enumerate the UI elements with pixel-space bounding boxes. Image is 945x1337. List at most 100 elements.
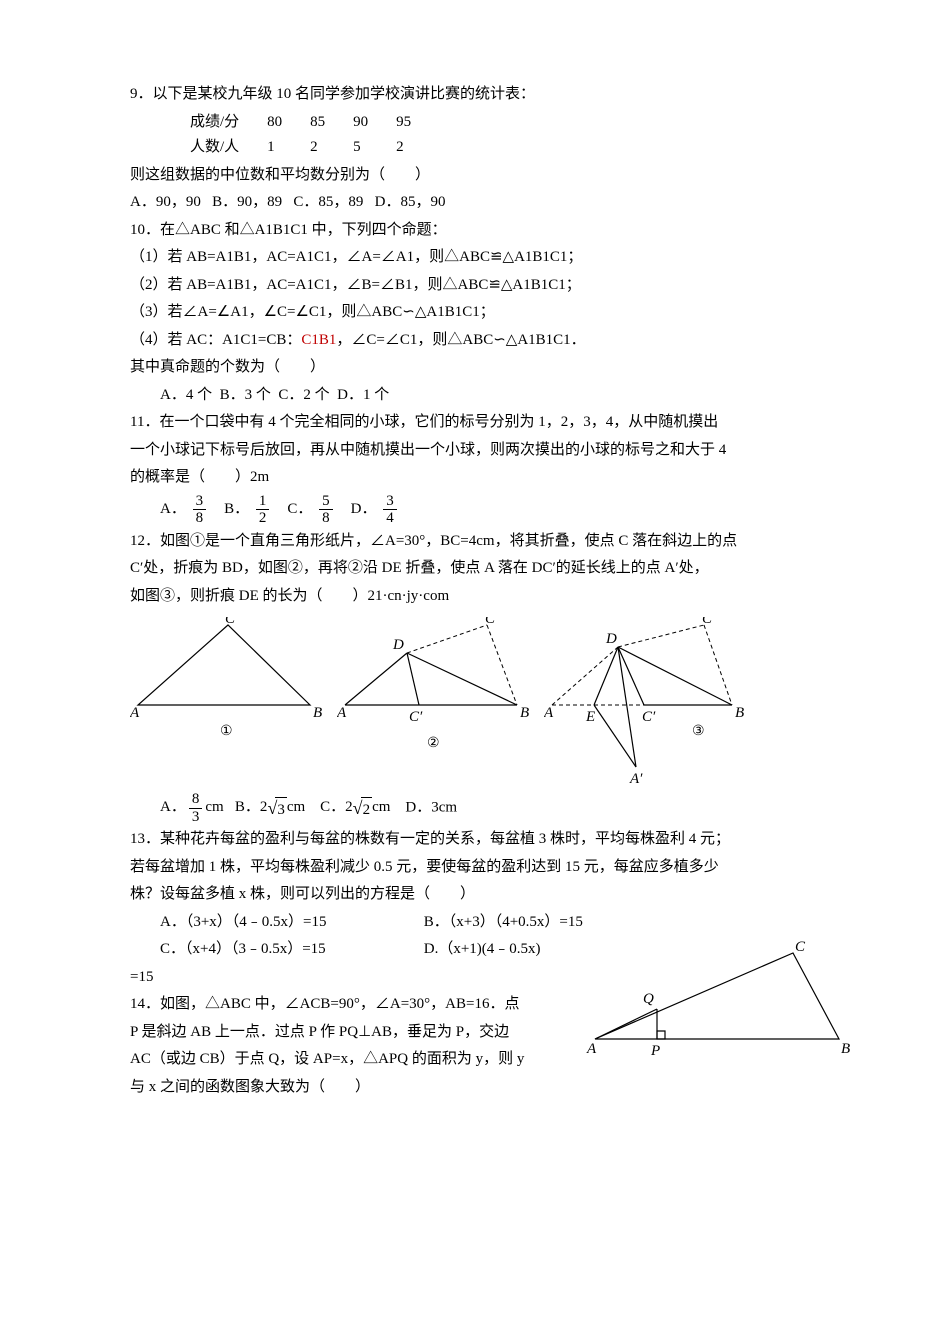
fraction: 38 [193, 493, 207, 527]
q9-opt-b: B．90，89 [212, 194, 282, 210]
q12-options: A．83cm B．2√3cm C．2√2cm D．3cm [130, 791, 855, 825]
unit: cm [287, 799, 305, 815]
frac-num: 3 [193, 493, 207, 510]
svg-text:③: ③ [692, 724, 705, 739]
q11-line-2: 一个小球记下标号后放回，再从中随机摸出一个小球，则两次摸出的小球的标号之和大于 … [130, 438, 855, 464]
cell: 90 [353, 110, 396, 136]
q10-item4-red: C1B1 [301, 332, 336, 348]
svg-text:C: C [795, 941, 806, 955]
q12-opt-b: B．2√3cm [235, 799, 309, 815]
svg-text:B: B [841, 1041, 850, 1057]
frac-num: 3 [383, 493, 397, 510]
q13-opt-a: A．（3+x）（4﹣0.5x）=15 [160, 910, 420, 936]
frac-den: 8 [319, 509, 333, 527]
q13-line-2: 若每盆增加 1 株，平均每株盈利减少 0.5 元，要使每盆的盈利达到 15 元，… [130, 855, 855, 881]
svg-text:C: C [225, 617, 236, 627]
q13-options-1: A．（3+x）（4﹣0.5x）=15 B．（x+3）（4+0.5x）=15 [130, 910, 855, 936]
q9-stats-table: 成绩/分 80 85 90 95 人数/人 1 2 5 2 [190, 110, 439, 161]
option-label: C． [287, 501, 312, 517]
frac-num: 1 [256, 493, 270, 510]
svg-text:B: B [735, 705, 744, 721]
table-row: 人数/人 1 2 5 2 [190, 135, 439, 161]
q10-tail: 其中真命题的个数为（ ） [130, 355, 855, 381]
cell: 80 [267, 110, 310, 136]
q13-opt-c: C．（x+4）（3﹣0.5x）=15 [160, 937, 420, 963]
option-label: D． [351, 501, 377, 517]
cell: 2 [396, 135, 439, 161]
cell: 1 [267, 135, 310, 161]
q11-opt-a: A． 38 [160, 501, 213, 517]
q12-figure-3: A B C D E C′ A′ ③ [544, 617, 754, 787]
svg-text:A: A [130, 705, 140, 721]
q10-opt-c: C．2 个 [278, 387, 329, 403]
q12-opt-c: C．2√2cm [320, 799, 394, 815]
unit: cm [372, 799, 390, 815]
fraction: 58 [319, 493, 333, 527]
svg-text:C′: C′ [642, 709, 656, 725]
svg-text:C: C [485, 617, 496, 627]
q9-prompt-1: 9．以下是某校九年级 10 名同学参加学校演讲比赛的统计表： [130, 82, 855, 108]
q10-prompt: 10．在△ABC 和△A1B1C1 中，下列四个命题： [130, 218, 855, 244]
svg-text:B: B [520, 705, 529, 721]
svg-text:②: ② [427, 736, 440, 751]
q10-item-1: （1）若 AB=A1B1，AC=A1C1，∠A=∠A1，则△ABC≌△A1B1C… [130, 245, 855, 271]
frac-num: 8 [189, 791, 203, 808]
unit: cm [205, 799, 223, 815]
q9-options: A．90，90 B．90，89 C．85，89 D．85，90 [130, 190, 855, 216]
q13-opt-d: D.（x+1)(4﹣0.5x) [424, 941, 541, 957]
q14-block: A B C P Q C．（x+4）（3﹣0.5x）=15 D.（x+1)(4﹣0… [130, 937, 855, 1102]
q14-line-4: 与 x 之间的函数图象大致为（ ） [130, 1075, 855, 1101]
frac-den: 4 [383, 509, 397, 527]
sqrt-body: 2 [361, 797, 373, 824]
svg-text:A: A [544, 705, 554, 721]
svg-text:C: C [702, 617, 713, 627]
q12-figure-1: A B C ① [130, 617, 325, 747]
q12-opt-a: A．83cm [160, 799, 227, 815]
q10-item-2: （2）若 AB=A1B1，AC=A1C1，∠B=∠B1，则△ABC≌△A1B1C… [130, 273, 855, 299]
q12-figure-2: 责 A B C D C′ ② [337, 617, 532, 767]
fraction: 83 [189, 791, 203, 825]
q10-options: A．4 个 B．3 个 C．2 个 D．1 个 [130, 383, 855, 409]
q9-opt-c: C．85，89 [293, 194, 363, 210]
sqrt-body: 3 [275, 797, 287, 824]
q11-opt-b: B． 12 [224, 501, 276, 517]
cell: 人数/人 [190, 135, 267, 161]
q9-prompt-2: 则这组数据的中位数和平均数分别为（ ） [130, 163, 855, 189]
option-label: A． [160, 799, 186, 815]
svg-text:P: P [650, 1043, 660, 1059]
cell: 2 [310, 135, 353, 161]
q11-line-3: 的概率是（ ）2m [130, 465, 855, 491]
q12-opt-d: D．3cm [405, 799, 457, 815]
svg-text:A′: A′ [629, 771, 643, 787]
svg-text:①: ① [220, 724, 233, 739]
cell: 成绩/分 [190, 110, 267, 136]
q10-opt-a: A．4 个 [160, 387, 212, 403]
q10-item4-pre: （4）若 AC：A1C1=CB： [130, 332, 301, 348]
q10-item-4: （4）若 AC：A1C1=CB：C1B1，∠C=∠C1，则△ABC∽△A1B1C… [130, 328, 855, 354]
q13-opt-b: B．（x+3）（4+0.5x）=15 [424, 914, 583, 930]
svg-text:E: E [585, 709, 595, 725]
q10-item4-post: ，∠C=∠C1，则△ABC∽△A1B1C1． [336, 332, 585, 348]
q9-opt-d: D．85，90 [375, 194, 446, 210]
option-label: B． [224, 501, 249, 517]
fraction: 12 [256, 493, 270, 527]
option-label: A． [160, 501, 186, 517]
q11-opt-c: C． 58 [287, 501, 339, 517]
option-label: B．2 [235, 799, 268, 815]
q12-diagram-row: A B C ① 责 A B C D C′ ② [130, 617, 855, 787]
q11-opt-d: D． 34 [351, 501, 400, 517]
table-row: 成绩/分 80 85 90 95 [190, 110, 439, 136]
sqrt: √2 [353, 793, 372, 824]
q13-line-3: 株？设每盆多植 x 株，则可以列出的方程是（ ） [130, 882, 855, 908]
svg-text:A: A [337, 705, 347, 721]
svg-text:D: D [605, 631, 617, 647]
svg-text:B: B [313, 705, 322, 721]
option-label: C．2 [320, 799, 353, 815]
svg-text:A: A [586, 1041, 597, 1057]
cell: 5 [353, 135, 396, 161]
sqrt: √3 [267, 793, 286, 824]
frac-den: 8 [193, 509, 207, 527]
cell: 95 [396, 110, 439, 136]
frac-den: 3 [189, 808, 203, 826]
frac-den: 2 [256, 509, 270, 527]
